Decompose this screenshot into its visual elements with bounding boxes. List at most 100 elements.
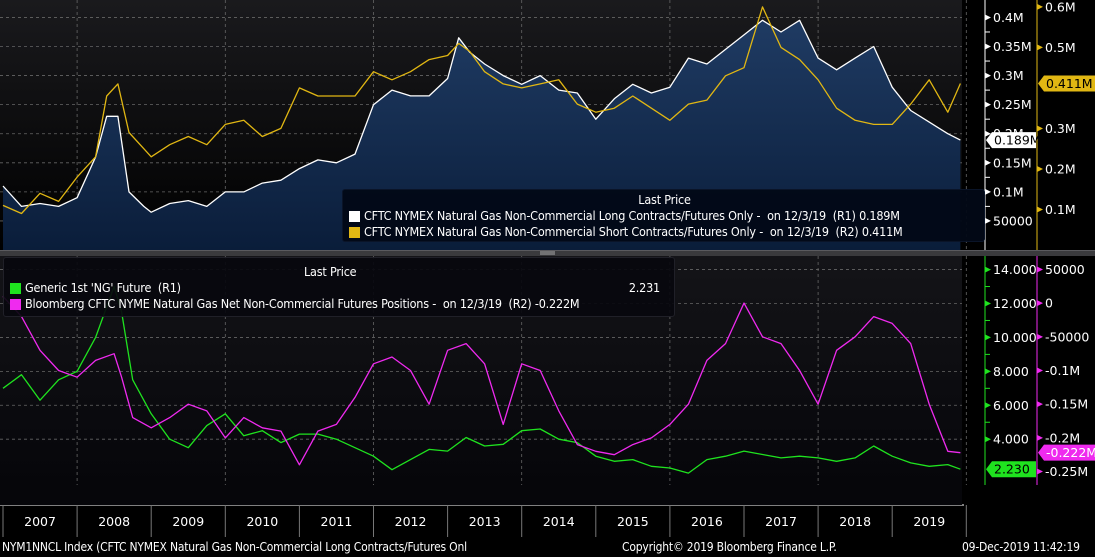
x-axis-year-label: 2007 [24,514,56,529]
axis-r1-tick [985,402,991,409]
x-axis-year-label: 2016 [691,514,723,529]
axis-r2-tick [1037,266,1043,273]
last-value-tag-r2 [1038,75,1095,92]
axis-r1-tick-label: 0.1M [993,184,1024,199]
legend-entry-short[interactable]: CFTC NYMEX Natural Gas Non-Commercial Sh… [349,224,980,240]
axis-r1-tick [985,436,991,443]
x-axis-gap [0,485,962,505]
last-value-tag-r2 [1038,444,1095,461]
footer-ticker: NYM1NNCL Index (CFTC NYMEX Natural Gas N… [2,540,467,554]
legend-entry-ng[interactable]: Generic 1st 'NG' Future (R1) 2.231 [10,280,670,296]
x-axis-year-label: 2008 [98,514,130,529]
axis-r1-tick [985,43,991,50]
axis-r1-tick [985,266,991,273]
legend-title: Last Price [638,192,691,207]
axis-r1-tick [985,217,991,224]
axis-r2-tick [1037,434,1043,441]
x-axis-year-label: 2009 [172,514,204,529]
legend-date: on 12/3/19 [767,208,826,223]
axis-r2-tick-label: 50000 [1045,262,1085,277]
legend-entry-net[interactable]: Bloomberg CFTC NYME Natural Gas Net Non-… [10,296,670,312]
axis-r1-tick-label: 0.35M [993,39,1032,54]
axis-r1-tick [985,188,991,195]
axis-r2-tick-label: 0.2M [1045,161,1076,176]
legend-axis: (R2) [835,224,859,239]
axis-r1-tick-label: 8.000 [993,364,1029,379]
axis-r2-tick [1037,333,1043,340]
axis-r1-tick-label: 4.000 [993,432,1029,447]
axis-r2-tick [1037,300,1043,307]
series-line-0 [2,285,961,474]
series-line-1 [2,295,961,466]
series-line-0 [2,19,961,213]
last-value-label-r1: 0.189M [994,133,1041,148]
axis-r2-tick [1037,206,1043,213]
footer-timestamp: 09-Dec-2019 11:42:19 [962,540,1080,554]
legend-value: 0.189M [859,208,900,223]
axis-r2-tick [1037,165,1043,172]
x-axis-background [0,506,1095,538]
axis-r1-tick [985,159,991,166]
axis-r1-tick [985,14,991,21]
legend-swatch-magenta [10,298,21,310]
x-axis-year-label: 2012 [395,514,427,529]
axis-r1-tick [985,368,991,375]
axis-r1-tick-label: 10.000 [993,330,1037,345]
legend-value: 0.411M [861,224,903,239]
legend-entry-long[interactable]: CFTC NYMEX Natural Gas Non-Commercial Lo… [349,208,980,224]
axis-r2-tick-label: 0.6M [1045,0,1076,14]
axis-r1-tick-label: 12.000 [993,296,1037,311]
legend-swatch-gold [349,226,360,238]
legend-value: -0.222M [534,296,580,311]
axis-r1-tick-label: 0.25M [993,97,1032,112]
axis-r2-tick-label: -0.25M [1045,464,1088,479]
axis-r1-tick [985,334,991,341]
axis-r2-tick [1037,3,1043,10]
axis-r1-tick-label: 6.000 [993,398,1029,413]
x-axis-year-label: 2010 [246,514,278,529]
legend-value: 2.231 [628,280,660,295]
legend-swatch-green [10,282,21,294]
last-value-label-r2: 0.411M [1046,76,1093,91]
axis-r1-tick [985,300,991,307]
legend-label: CFTC NYMEX Natural Gas Non-Commercial Sh… [364,224,764,239]
axis-r1-tick [985,130,991,137]
axis-r1-tick-label: 14.000 [993,262,1037,277]
legend-label: CFTC NYMEX Natural Gas Non-Commercial Lo… [364,208,761,223]
legend-title: Last Price [304,264,357,279]
axis-r2-tick [1037,367,1043,374]
series-line-1 [2,6,961,215]
legend-axis: (R2) [508,296,532,311]
axis-r2-tick [1037,125,1043,132]
axis-r1-tick [985,101,991,108]
legend-bottom-panel: Last Price Generic 1st 'NG' Future (R1) … [3,257,675,317]
axis-r1-tick-label: 50000 [993,213,1033,228]
axis-r2-tick-label: 0 [1045,296,1053,311]
axis-r1-tick [985,72,991,79]
legend-top-panel: Last Price CFTC NYMEX Natural Gas Non-Co… [342,189,985,242]
x-axis-year-label: 2013 [469,514,501,529]
x-axis-year-label: 2019 [913,514,945,529]
axis-r1-tick-label: 0.4M [993,10,1024,25]
legend-axis: (R1) [832,208,856,223]
axis-r2-tick-label: 0.1M [1045,202,1076,217]
legend-label: Bloomberg CFTC NYME Natural Gas Net Non-… [25,296,437,311]
x-axis-year-label: 2018 [839,514,871,529]
legend-label: Generic 1st 'NG' Future [25,280,152,295]
axis-r1-tick-label: 0.3M [993,68,1024,83]
x-axis-year-label: 2015 [617,514,649,529]
x-axis-year-label: 2014 [543,514,575,529]
axis-r2-tick-label: -0.2M [1045,430,1080,445]
legend-date: on 12/3/19 [769,224,829,239]
x-axis-year-label: 2017 [765,514,797,529]
footer-copyright: Copyright© 2019 Bloomberg Finance L.P. [622,540,837,554]
last-value-tag-r1 [986,461,1036,478]
axis-r2-tick [1037,44,1043,51]
last-value-label-r1: 2.230 [994,462,1030,477]
axis-r2-tick-label: 0.3M [1045,121,1076,136]
last-value-label-r2: -0.222M [1046,445,1095,460]
last-value-tag-r1 [986,132,1036,149]
axis-r2-tick [1037,468,1043,475]
x-axis-year-label: 2011 [321,514,353,529]
